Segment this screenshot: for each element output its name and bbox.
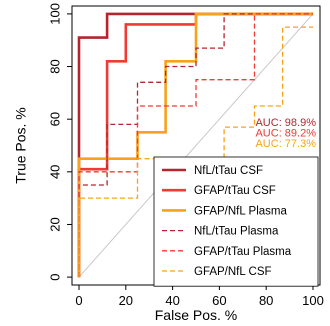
x-axis: 0 20 40 60 80 100	[75, 285, 324, 308]
series-line-nfl-ttau-plasma	[78, 13, 313, 278]
x-tick-label: 60	[212, 293, 226, 308]
y-tick-label: 60	[47, 112, 62, 126]
series-line-gfap-ttau-plasma	[78, 13, 313, 278]
legend: NfL/tTau CSF GFAP/tTau CSF GFAP/NfL Plasma…	[153, 156, 319, 287]
legend-label: GFAP/tTau Plasma	[194, 246, 292, 258]
auc-annotation: AUC: 89.2%	[255, 128, 316, 140]
x-tick-label: 20	[119, 293, 133, 308]
legend-label: GFAP/tTau CSF	[194, 185, 276, 197]
x-tick-label: 40	[165, 293, 179, 308]
diagonal-reference-line	[78, 13, 314, 278]
y-tick-label: 100	[47, 3, 62, 25]
series-line-gfap-nfl-plasma	[77, 12, 313, 278]
series-line-nfl-ttau-csf	[77, 12, 313, 278]
series-line-gfap-nfl-csf	[78, 26, 313, 278]
y-tick-label: 0	[47, 273, 62, 280]
x-tick-label: 0	[75, 293, 82, 308]
legend-label: NfL/tTau CSF	[194, 165, 263, 177]
legend-label: GFAP/NfL Plasma	[194, 205, 287, 217]
x-tick-label: 80	[259, 293, 273, 308]
x-axis-title: False Pos. %	[155, 307, 237, 323]
auc-annotations: AUC: 98.9%AUC: 89.2%AUC: 77.3%	[255, 117, 316, 150]
legend-box	[153, 156, 319, 287]
x-tick-label: 100	[302, 293, 324, 308]
y-tick-label: 40	[47, 165, 62, 179]
legend-label: GFAP/NfL CSF	[194, 266, 272, 278]
y-axis-title: True Pos. %	[13, 107, 29, 184]
y-tick-label: 20	[47, 217, 62, 231]
auc-annotation: AUC: 77.3%	[255, 138, 316, 150]
legend-label: NfL/tTau Plasma	[194, 226, 279, 238]
series-lines	[77, 12, 313, 278]
y-tick-label: 80	[47, 59, 62, 73]
auc-annotation: AUC: 98.9%	[255, 117, 316, 129]
y-axis: 0 20 40 60 80 100	[47, 3, 72, 281]
